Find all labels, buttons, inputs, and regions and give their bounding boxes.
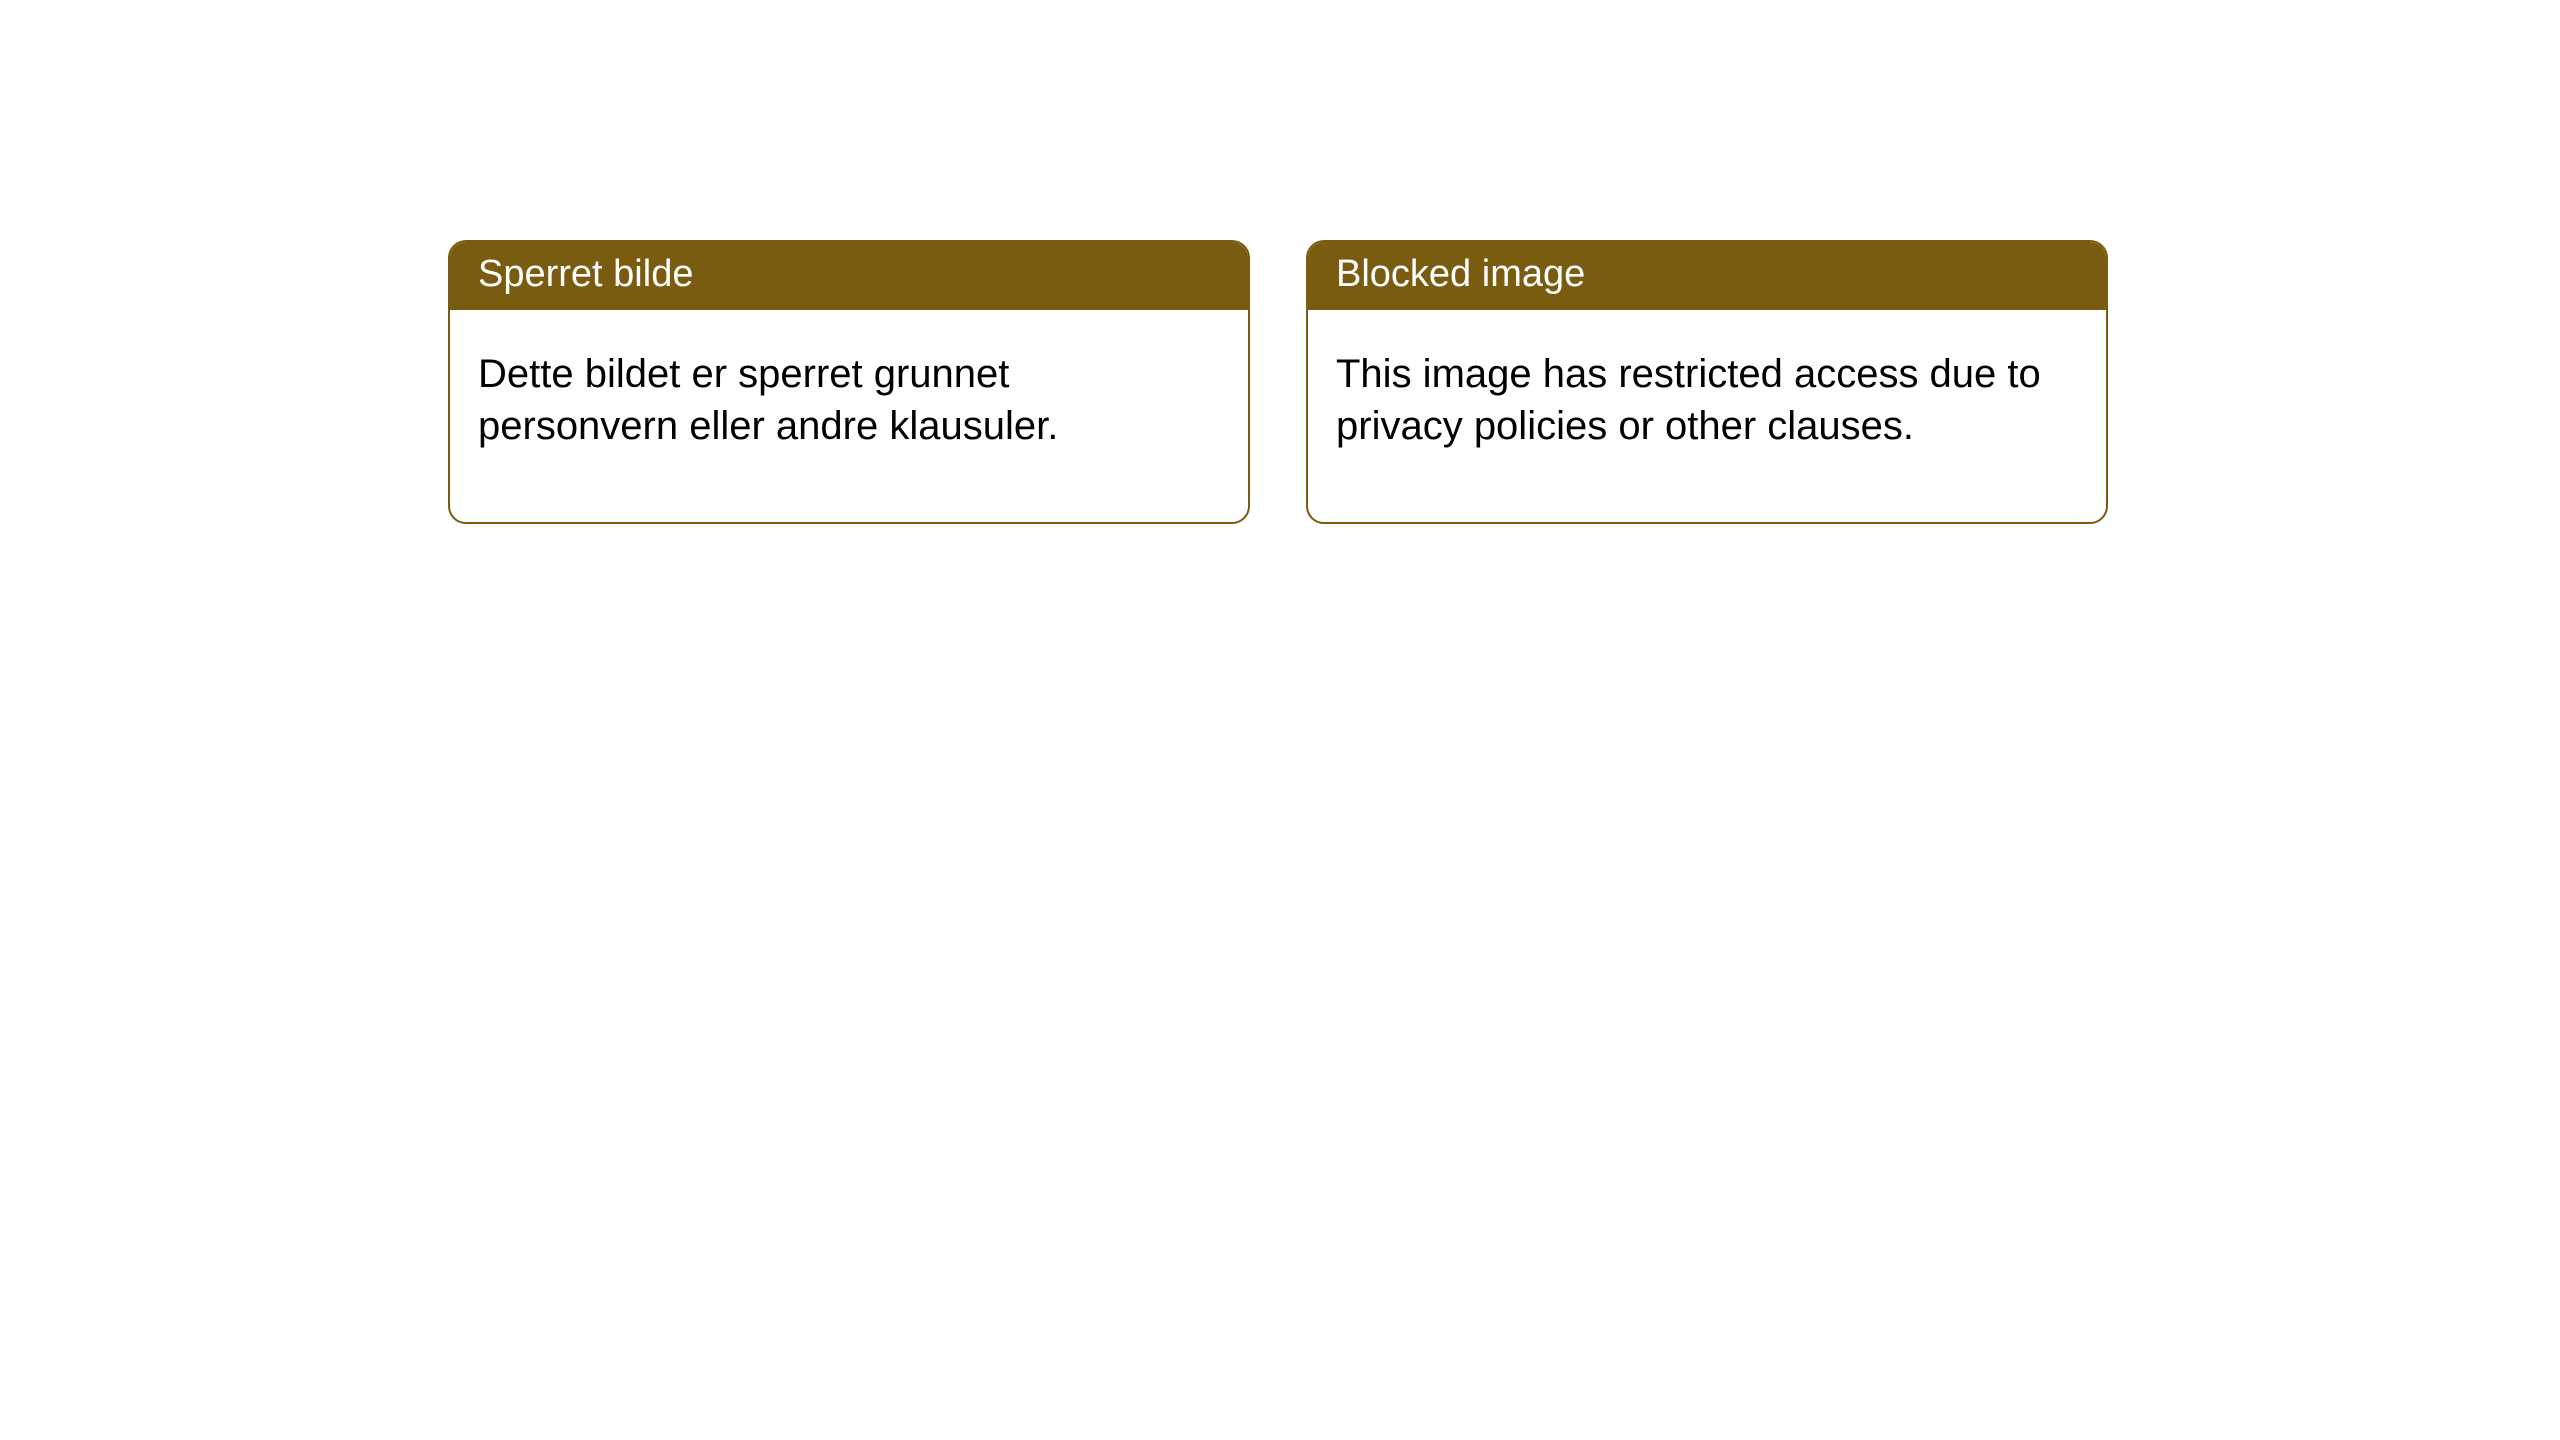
notice-card-norwegian: Sperret bilde Dette bildet er sperret gr… (448, 240, 1250, 524)
notice-container: Sperret bilde Dette bildet er sperret gr… (0, 0, 2560, 524)
notice-card-body: This image has restricted access due to … (1308, 310, 2106, 522)
notice-card-title: Blocked image (1308, 242, 2106, 310)
notice-card-english: Blocked image This image has restricted … (1306, 240, 2108, 524)
notice-card-title: Sperret bilde (450, 242, 1248, 310)
notice-card-body: Dette bildet er sperret grunnet personve… (450, 310, 1248, 522)
